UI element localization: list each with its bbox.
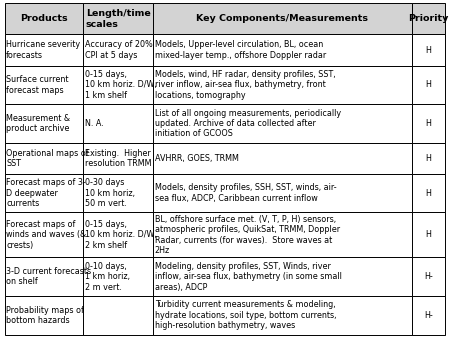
Text: AVHRR, GOES, TRMM: AVHRR, GOES, TRMM: [155, 154, 238, 163]
Text: Models, density profiles, SSH, SST, winds, air-
sea flux, ADCP, Caribbean curren: Models, density profiles, SSH, SST, wind…: [155, 184, 337, 203]
Text: Hurricane severity
forecasts: Hurricane severity forecasts: [6, 40, 81, 60]
Bar: [4, 143, 83, 174]
Bar: [4, 104, 83, 143]
Bar: [83, 174, 153, 213]
Bar: [412, 34, 446, 66]
Text: Priority: Priority: [409, 15, 449, 23]
Bar: [412, 66, 446, 104]
Bar: [83, 104, 153, 143]
Text: H: H: [426, 231, 432, 239]
Text: Models, Upper-level circulation, BL, ocean
mixed-layer temp., offshore Doppler r: Models, Upper-level circulation, BL, oce…: [155, 40, 326, 60]
Bar: [4, 66, 83, 104]
Bar: [412, 174, 446, 213]
Text: Key Components/Measurements: Key Components/Measurements: [196, 15, 369, 23]
Text: Products: Products: [20, 15, 68, 23]
Text: H: H: [426, 80, 432, 89]
Text: Surface current
forecast maps: Surface current forecast maps: [6, 75, 69, 95]
Bar: [153, 3, 412, 34]
Text: H: H: [426, 119, 432, 128]
Bar: [153, 213, 412, 258]
Bar: [83, 143, 153, 174]
Text: Turbidity current measurements & modeling,
hydrate locations, soil type, bottom : Turbidity current measurements & modelin…: [155, 300, 336, 330]
Bar: [153, 34, 412, 66]
Bar: [4, 258, 83, 296]
Bar: [153, 174, 412, 213]
Bar: [83, 66, 153, 104]
Text: 0-10 days,
1 km horiz,
2 m vert.: 0-10 days, 1 km horiz, 2 m vert.: [85, 262, 130, 292]
Bar: [83, 258, 153, 296]
Bar: [412, 104, 446, 143]
Text: Length/time
scales: Length/time scales: [86, 9, 150, 29]
Text: Probability maps of
bottom hazards: Probability maps of bottom hazards: [6, 306, 84, 325]
Text: Accuracy of 20%
CPI at 5 days: Accuracy of 20% CPI at 5 days: [85, 40, 153, 60]
Bar: [4, 3, 83, 34]
Bar: [412, 258, 446, 296]
Bar: [153, 66, 412, 104]
Text: Measurement &
product archive: Measurement & product archive: [6, 114, 70, 133]
Bar: [83, 213, 153, 258]
Text: Operational maps of
SST: Operational maps of SST: [6, 149, 89, 168]
Text: Models, wind, HF radar, density profiles, SST,
river inflow, air-sea flux, bathy: Models, wind, HF radar, density profiles…: [155, 70, 335, 100]
Text: List of all ongoing measurements, periodically
updated. Archive of data collecte: List of all ongoing measurements, period…: [155, 108, 341, 138]
Bar: [153, 104, 412, 143]
Text: Existing.  Higher
resolution TRMM: Existing. Higher resolution TRMM: [85, 149, 152, 168]
Bar: [83, 34, 153, 66]
Text: 0-15 days,
10 km horiz. D/W,
1 km shelf: 0-15 days, 10 km horiz. D/W, 1 km shelf: [85, 70, 157, 100]
Bar: [4, 174, 83, 213]
Text: H: H: [426, 189, 432, 198]
Text: Modeling, density profiles, SST, Winds, river
inflow, air-sea flux, bathymetry (: Modeling, density profiles, SST, Winds, …: [155, 262, 342, 292]
Text: H: H: [426, 154, 432, 163]
Text: N. A.: N. A.: [85, 119, 104, 128]
Text: Forecast maps of
winds and waves (&
crests): Forecast maps of winds and waves (& cres…: [6, 220, 86, 250]
Text: H: H: [426, 46, 432, 54]
Text: 3-D current forecasts
on shelf: 3-D current forecasts on shelf: [6, 267, 91, 286]
Bar: [412, 296, 446, 335]
Text: H-: H-: [424, 272, 433, 281]
Bar: [83, 296, 153, 335]
Bar: [412, 3, 446, 34]
Text: BL, offshore surface met. (V, T, P, H) sensors,
atmospheric profiles, QuikSat, T: BL, offshore surface met. (V, T, P, H) s…: [155, 215, 340, 255]
Text: H-: H-: [424, 311, 433, 320]
Bar: [83, 3, 153, 34]
Text: 0-15 days,
10 km horiz. D/W,
2 km shelf: 0-15 days, 10 km horiz. D/W, 2 km shelf: [85, 220, 157, 250]
Bar: [412, 213, 446, 258]
Bar: [153, 296, 412, 335]
Bar: [4, 34, 83, 66]
Text: 0-30 days
10 km horiz,
50 m vert.: 0-30 days 10 km horiz, 50 m vert.: [85, 178, 135, 208]
Bar: [4, 213, 83, 258]
Bar: [153, 143, 412, 174]
Text: Forecast maps of 3-
D deepwater
currents: Forecast maps of 3- D deepwater currents: [6, 178, 86, 208]
Bar: [153, 258, 412, 296]
Bar: [412, 143, 446, 174]
Bar: [4, 296, 83, 335]
